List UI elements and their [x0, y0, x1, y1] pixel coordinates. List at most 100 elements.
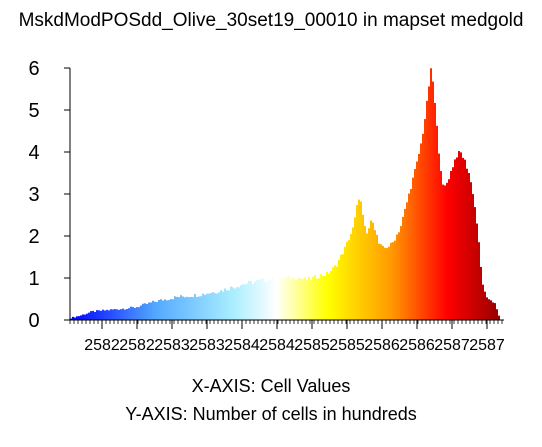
- histogram-bar: [444, 185, 446, 320]
- histogram-bar: [174, 296, 176, 320]
- histogram-bar: [154, 301, 156, 320]
- histogram-bar: [216, 293, 218, 320]
- histogram-bar: [394, 240, 396, 320]
- chart-title: MskdModPOSdd_Olive_30set19_00010 in maps…: [19, 10, 524, 31]
- histogram-bar: [212, 292, 214, 320]
- histogram-bar: [302, 279, 304, 320]
- histogram-bar: [442, 184, 444, 320]
- histogram-bar: [126, 309, 128, 320]
- histogram-bar: [182, 296, 184, 320]
- histogram-bar: [422, 133, 424, 320]
- histogram-bar: [194, 293, 196, 320]
- x-tick-label: 2586: [364, 337, 400, 354]
- histogram-bar: [290, 279, 292, 320]
- x-tick-label: 2586: [399, 337, 435, 354]
- histogram-bar: [368, 228, 370, 320]
- histogram-bar: [230, 286, 232, 320]
- histogram-bar: [484, 291, 486, 320]
- histogram-bar: [146, 304, 148, 320]
- histogram-bar: [124, 309, 126, 320]
- histogram-bar: [162, 300, 164, 320]
- histogram-bar: [272, 276, 274, 320]
- histogram-bar: [134, 307, 136, 320]
- histogram-bar: [78, 316, 80, 320]
- histogram-bar: [324, 275, 326, 320]
- histogram-bar: [384, 247, 386, 320]
- histogram-bar: [274, 281, 276, 320]
- histogram-bar: [100, 310, 102, 320]
- histogram-bar: [486, 297, 488, 320]
- histogram-bar: [342, 254, 344, 320]
- histogram-bar: [294, 279, 296, 320]
- histogram-bar: [214, 293, 216, 320]
- histogram-bar: [344, 246, 346, 320]
- histogram-bar: [404, 208, 406, 320]
- histogram-bar: [464, 159, 466, 320]
- histogram-bar: [426, 100, 428, 321]
- histogram-bar: [338, 259, 340, 320]
- histogram-bar: [348, 240, 350, 320]
- histogram-bar: [492, 302, 494, 320]
- histogram-bar: [414, 169, 416, 320]
- histogram-bar: [330, 270, 332, 320]
- histogram-bar: [424, 119, 426, 320]
- histogram-bar: [234, 288, 236, 320]
- histogram-bar: [416, 161, 418, 320]
- histogram-bar: [370, 220, 372, 320]
- histogram-bar: [76, 316, 78, 320]
- histogram-bar: [400, 226, 402, 320]
- histogram-bar: [186, 296, 188, 320]
- histogram-bar: [326, 271, 328, 320]
- x-axis-title: X-AXIS: Cell Values: [192, 376, 351, 396]
- histogram-bar: [252, 283, 254, 320]
- histogram-bar: [218, 292, 220, 320]
- histogram-bar: [490, 300, 492, 320]
- histogram-bar: [104, 310, 106, 320]
- histogram-bar: [350, 233, 352, 320]
- histogram-bar: [266, 282, 268, 320]
- histogram-bar: [74, 317, 76, 320]
- histogram-bar: [246, 283, 248, 320]
- histogram-bar: [248, 280, 250, 320]
- histogram-bar: [172, 299, 174, 320]
- histogram-bar: [190, 296, 192, 320]
- histogram-bar: [412, 177, 414, 320]
- histogram-bar: [94, 312, 96, 320]
- histogram-bar: [366, 233, 368, 320]
- histogram-bar: [392, 242, 394, 320]
- histogram-bar: [90, 311, 92, 320]
- histogram-bar: [456, 157, 458, 320]
- histogram-bar: [198, 296, 200, 320]
- histogram-bar: [202, 293, 204, 320]
- x-tick-label: 2584: [259, 337, 295, 354]
- histogram-bar: [382, 245, 384, 320]
- histogram-bar: [86, 313, 88, 320]
- histogram-bar: [470, 182, 472, 320]
- histogram-bar: [98, 310, 100, 320]
- histogram-bar: [108, 310, 110, 320]
- histogram-bar: [120, 309, 122, 320]
- histogram-bar: [322, 275, 324, 320]
- histogram-bar: [428, 86, 430, 320]
- histogram-bar: [374, 230, 376, 320]
- y-tick-label: 2: [28, 226, 39, 248]
- x-tick-label: 2582: [84, 337, 120, 354]
- histogram-bar: [112, 309, 114, 320]
- histogram-bar: [238, 287, 240, 320]
- histogram-bar: [270, 280, 272, 320]
- histogram-bar: [292, 276, 294, 320]
- histogram-bar: [466, 168, 468, 320]
- histogram-bar: [180, 295, 182, 320]
- histogram-bar: [356, 205, 358, 320]
- histogram-bar: [132, 307, 134, 320]
- histogram-bar: [480, 266, 482, 320]
- histogram-bar: [88, 312, 90, 320]
- histogram-bar: [346, 241, 348, 320]
- histogram-bar: [206, 293, 208, 320]
- x-tick-label: 2583: [154, 337, 190, 354]
- histogram-bar: [362, 214, 364, 320]
- histogram-bar: [106, 309, 108, 320]
- y-tick-label: 4: [28, 142, 39, 164]
- histogram-bar: [268, 279, 270, 320]
- histogram-bar: [386, 248, 388, 320]
